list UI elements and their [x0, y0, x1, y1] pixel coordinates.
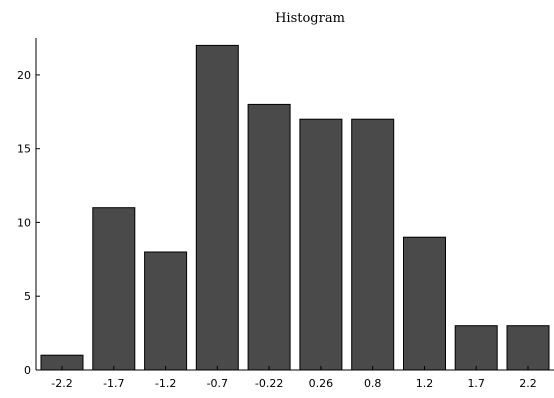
- x-tick-label: -1.2: [155, 377, 176, 390]
- bar: [195, 44, 239, 371]
- x-axis: -2.2 -1.7 -1.2 -0.7 -0.22 0.26 0.8 1.2 1.7 2.2: [36, 366, 554, 390]
- x-tick-label: -1.7: [103, 377, 124, 390]
- x-tick-label: 0.8: [364, 377, 382, 390]
- x-tick-label: 1.7: [467, 377, 485, 390]
- bar: [92, 207, 136, 371]
- x-tick-label: 2.2: [519, 377, 537, 390]
- y-tick-label: 10: [17, 216, 31, 229]
- bars-group: [40, 44, 550, 371]
- x-tick-label: -2.2: [51, 377, 72, 390]
- chart-title: Histogram: [275, 11, 345, 26]
- y-axis: 0 5 10 15 20: [17, 38, 40, 377]
- bar: [403, 236, 446, 371]
- bar: [299, 118, 343, 371]
- x-tick-label: -0.7: [207, 377, 228, 390]
- x-tick-label: -0.22: [255, 377, 283, 390]
- y-tick-label: 0: [24, 364, 31, 377]
- y-tick-label: 15: [17, 143, 31, 156]
- bar: [247, 103, 291, 371]
- y-tick-label: 5: [24, 290, 31, 303]
- x-tick-label: 1.2: [416, 377, 434, 390]
- bar: [454, 325, 498, 371]
- bar: [144, 251, 188, 371]
- bar: [351, 118, 395, 371]
- x-tick-label: 0.26: [309, 377, 334, 390]
- bar: [506, 325, 550, 371]
- y-tick-label: 20: [17, 69, 31, 82]
